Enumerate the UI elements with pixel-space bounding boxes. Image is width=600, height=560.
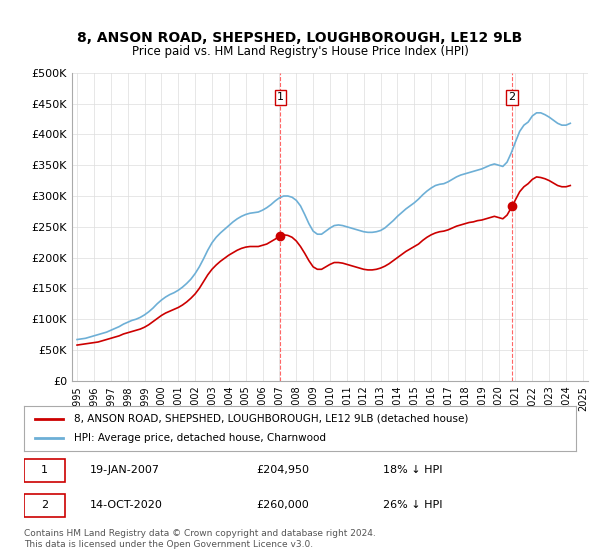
- Text: 8, ANSON ROAD, SHEPSHED, LOUGHBOROUGH, LE12 9LB (detached house): 8, ANSON ROAD, SHEPSHED, LOUGHBOROUGH, L…: [74, 413, 468, 423]
- FancyBboxPatch shape: [24, 459, 65, 482]
- Text: £204,950: £204,950: [256, 465, 309, 475]
- FancyBboxPatch shape: [24, 493, 65, 517]
- Text: 26% ↓ HPI: 26% ↓ HPI: [383, 501, 442, 510]
- Text: 19-JAN-2007: 19-JAN-2007: [90, 465, 160, 475]
- Text: HPI: Average price, detached house, Charnwood: HPI: Average price, detached house, Char…: [74, 433, 326, 444]
- Text: 2: 2: [41, 501, 48, 510]
- Text: 8, ANSON ROAD, SHEPSHED, LOUGHBOROUGH, LE12 9LB: 8, ANSON ROAD, SHEPSHED, LOUGHBOROUGH, L…: [77, 31, 523, 45]
- Text: 1: 1: [41, 465, 48, 475]
- Text: Contains HM Land Registry data © Crown copyright and database right 2024.
This d: Contains HM Land Registry data © Crown c…: [24, 529, 376, 549]
- Text: 1: 1: [277, 92, 284, 102]
- Text: 18% ↓ HPI: 18% ↓ HPI: [383, 465, 442, 475]
- Text: £260,000: £260,000: [256, 501, 308, 510]
- Text: 2: 2: [508, 92, 515, 102]
- Text: 14-OCT-2020: 14-OCT-2020: [90, 501, 163, 510]
- Text: Price paid vs. HM Land Registry's House Price Index (HPI): Price paid vs. HM Land Registry's House …: [131, 45, 469, 58]
